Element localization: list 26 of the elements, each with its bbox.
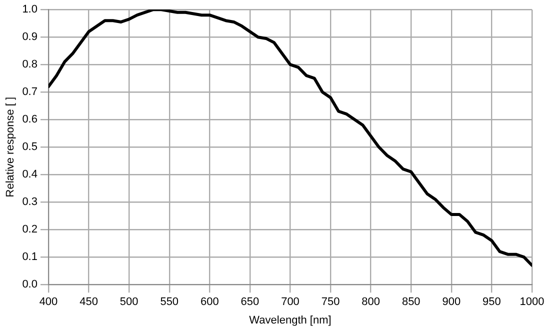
x-tick-label: 750 — [321, 296, 340, 308]
y-tick-label: 0.0 — [22, 278, 38, 291]
y-tick-label: 0.1 — [22, 251, 38, 264]
y-tick-label: 0.4 — [22, 168, 38, 181]
y-tick-label: 0.5 — [22, 141, 38, 154]
x-tick-label: 400 — [39, 296, 58, 308]
x-axis-title: Wavelength [nm] — [249, 314, 332, 326]
y-tick-label: 0.9 — [22, 31, 38, 44]
y-tick-label: 0.7 — [22, 86, 38, 98]
x-tick-label: 900 — [442, 296, 461, 308]
y-tick-label: 1.0 — [22, 4, 38, 16]
y-axis-title: Relative response [ ] — [4, 96, 17, 198]
x-tick-label: 1000 — [520, 296, 544, 308]
x-tick-label: 600 — [200, 296, 219, 308]
x-tick-label: 500 — [120, 296, 138, 308]
y-tick-label: 0.3 — [22, 196, 38, 208]
y-tick-label: 0.2 — [22, 224, 38, 236]
x-tick-label: 650 — [240, 296, 260, 308]
x-tick-label: 950 — [482, 296, 501, 308]
x-tick-label: 800 — [362, 296, 380, 308]
x-tick-label: 700 — [281, 296, 300, 308]
x-tick-label: 450 — [80, 296, 98, 308]
x-tick-label: 550 — [160, 296, 179, 308]
x-tick-label: 850 — [402, 296, 420, 308]
y-tick-label: 0.8 — [22, 58, 38, 71]
y-tick-label: 0.6 — [22, 114, 38, 126]
